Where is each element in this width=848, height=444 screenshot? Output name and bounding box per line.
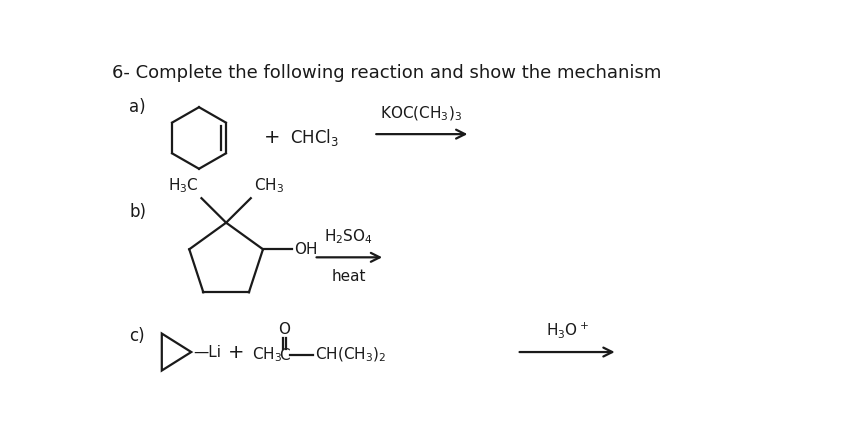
Text: CHCl$_3$: CHCl$_3$ — [291, 127, 339, 148]
Text: c): c) — [129, 327, 145, 345]
Text: heat: heat — [332, 269, 365, 284]
Text: C: C — [279, 348, 289, 363]
Text: —Li: —Li — [192, 345, 220, 360]
Text: H$_3$O$^+$: H$_3$O$^+$ — [546, 320, 589, 340]
Text: H$_3$C: H$_3$C — [168, 176, 198, 195]
Text: OH: OH — [294, 242, 317, 257]
Text: KOC(CH$_3$)$_3$: KOC(CH$_3$)$_3$ — [381, 104, 462, 123]
Text: O: O — [278, 321, 290, 337]
Text: b): b) — [129, 203, 146, 222]
Text: CH(CH$_3$)$_2$: CH(CH$_3$)$_2$ — [315, 346, 387, 365]
Text: +: + — [265, 128, 281, 147]
Text: 6- Complete the following reaction and show the mechanism: 6- Complete the following reaction and s… — [112, 64, 661, 82]
Text: CH$_3$: CH$_3$ — [252, 346, 282, 365]
Text: a): a) — [129, 98, 146, 116]
Text: CH$_3$: CH$_3$ — [254, 176, 284, 195]
Text: H$_2$SO$_4$: H$_2$SO$_4$ — [324, 227, 373, 246]
Text: +: + — [228, 342, 244, 361]
